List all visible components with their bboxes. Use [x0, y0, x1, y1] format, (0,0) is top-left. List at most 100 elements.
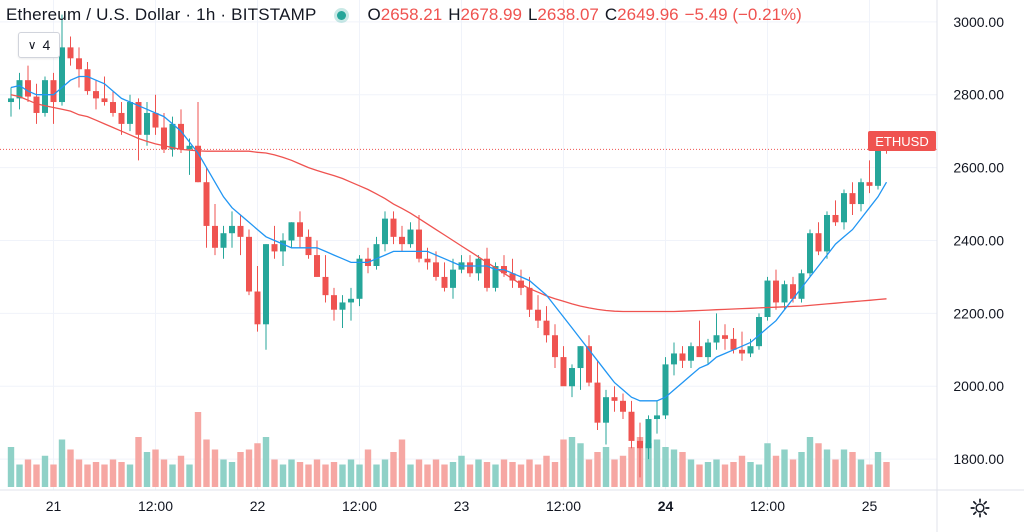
time-tick-label: 25 [862, 498, 878, 514]
candle [620, 393, 626, 420]
candle-body [433, 262, 439, 277]
candle-body [76, 58, 82, 70]
candle [747, 338, 754, 358]
time-axis[interactable]: 21 12:00 22 12:00 23 12:00 24 12:00 25 [46, 498, 878, 514]
candle-body [50, 80, 57, 103]
candle-body [603, 397, 609, 423]
candle [781, 280, 788, 310]
time-tick-label: 12:00 [546, 498, 581, 514]
candle [450, 258, 456, 299]
volume-bar [50, 464, 57, 487]
volume-bar [619, 455, 627, 487]
candle [552, 324, 558, 369]
candle [433, 251, 439, 281]
volume-bar [602, 447, 610, 487]
volume-bar [568, 437, 576, 487]
candle-body [118, 112, 125, 124]
collapse-indicators-button[interactable]: ∨ 4 [18, 32, 60, 58]
candle [628, 400, 635, 449]
candle [416, 214, 422, 263]
volume-bars [7, 412, 890, 487]
change-value: −5.49 (−0.21%) [684, 5, 802, 24]
volume-bar [509, 462, 516, 487]
volume-bar [492, 464, 499, 487]
volume-bar [704, 462, 712, 487]
volume-bar [347, 459, 355, 487]
candle-body [331, 295, 337, 310]
candle-body [526, 287, 533, 310]
candle-body [161, 127, 167, 150]
volume-bar [679, 452, 686, 487]
candle [764, 276, 771, 321]
price-tick-label: 2800.00 [953, 87, 1004, 103]
candle [560, 346, 567, 387]
volume-bar [109, 459, 117, 487]
volume-bar [271, 459, 278, 487]
candle-body [25, 80, 31, 97]
candle [722, 324, 728, 350]
volume-bar [186, 464, 193, 487]
candle-body [560, 357, 567, 387]
volume-bar [330, 462, 338, 487]
candle [101, 76, 108, 106]
volume-bar [781, 449, 788, 487]
price-tick-label: 2600.00 [953, 160, 1004, 176]
candle [569, 364, 575, 398]
candle-body [747, 346, 754, 354]
candle-body [339, 302, 346, 310]
candle [186, 138, 193, 175]
candle-body [195, 145, 201, 183]
volume-bar [169, 464, 176, 487]
candle [246, 229, 252, 296]
volume-bar [305, 464, 312, 487]
volume-bar [262, 437, 270, 487]
candle [807, 229, 813, 277]
volume-bar [211, 449, 219, 487]
volume-bar [594, 452, 601, 487]
candle-body [42, 80, 48, 113]
candle [50, 72, 57, 124]
candle-body [484, 258, 490, 288]
volume-bar [398, 439, 406, 487]
volume-bar [92, 462, 100, 487]
candle-body [390, 218, 397, 237]
candle [220, 225, 227, 259]
volume-bar [653, 439, 661, 487]
volume-bar [220, 459, 227, 487]
volume-bar [356, 464, 363, 487]
candle-body [552, 335, 558, 358]
open-value: 2658.21 [380, 5, 443, 24]
volume-bar [390, 452, 397, 487]
volume-bar [407, 464, 414, 487]
candle [441, 262, 448, 292]
volume-bar [7, 447, 15, 487]
candle [756, 313, 762, 350]
candle-body [110, 102, 116, 113]
volume-bar [670, 449, 678, 487]
volume-bar [526, 459, 533, 487]
volume-bar [245, 449, 253, 487]
candle [67, 36, 74, 66]
candle [322, 255, 329, 303]
volume-bar [560, 439, 567, 487]
volume-bar [152, 449, 159, 487]
candle-body [713, 335, 720, 343]
candle-body [373, 244, 380, 266]
candle [407, 222, 414, 248]
price-tick-label: 2000.00 [953, 378, 1004, 394]
volume-bar [254, 443, 261, 487]
volume-bar [75, 459, 83, 487]
volume-bar [662, 447, 669, 487]
volume-bar [551, 462, 559, 487]
candle-body [543, 320, 550, 336]
settings-button[interactable] [966, 494, 994, 522]
volume-bar [322, 464, 329, 487]
candle [203, 167, 210, 248]
fast-moving-average-line [10, 75, 888, 402]
volume-bar [696, 464, 703, 487]
candle-body [203, 182, 210, 226]
price-axis[interactable]: 3000.00 2800.00 2600.00 2400.00 2200.00 2000.… [953, 14, 1004, 467]
candle [713, 313, 720, 350]
candle [356, 255, 363, 307]
